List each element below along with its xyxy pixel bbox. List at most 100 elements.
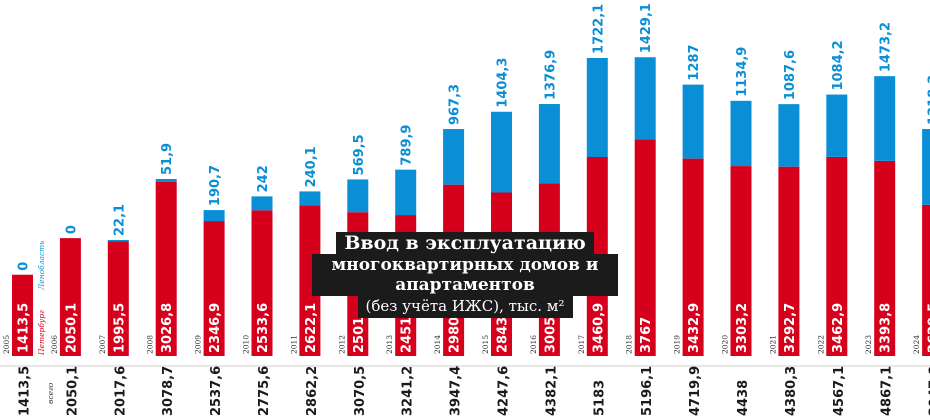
bar-lenoblast <box>730 100 752 167</box>
bar-lenoblast <box>922 129 930 205</box>
year-label: 2015 <box>481 335 490 354</box>
bar-label-petersburg: 3432,9 <box>687 303 702 353</box>
bar-petersburg <box>682 158 704 356</box>
bar-lenoblast <box>778 104 800 167</box>
total-label: 2775,6 <box>257 366 272 416</box>
year-label: 2011 <box>289 335 298 354</box>
bar-label-petersburg: 3462,9 <box>831 303 846 353</box>
bar-label-lenoblast: 1473,2 <box>879 22 894 72</box>
total-label: 2862,2 <box>305 366 320 416</box>
total-label: 4719,9 <box>688 366 703 416</box>
year-label: 2020 <box>721 335 730 354</box>
bar-label-lenoblast: 569,5 <box>352 134 367 175</box>
total-label: 4382,1 <box>544 366 559 416</box>
year-label: 2018 <box>625 335 634 354</box>
bar-lenoblast <box>538 104 560 184</box>
bar-label-lenoblast: 1318,3 <box>927 75 930 125</box>
bar-label-lenoblast: 1404,3 <box>496 58 511 108</box>
year-label: 2005 <box>2 335 11 354</box>
bar-label-lenoblast: 0 <box>17 262 32 271</box>
year-label: 2014 <box>433 335 442 354</box>
bar-petersburg <box>155 181 177 356</box>
bar-petersburg <box>59 238 81 356</box>
year-label: 2023 <box>864 335 873 354</box>
bar-lenoblast <box>682 84 704 159</box>
bar-lenoblast <box>491 111 512 193</box>
bar-lenoblast <box>443 129 465 185</box>
legend-petersburg: Петербург <box>37 310 46 356</box>
total-label: 5196,1 <box>640 366 655 416</box>
bar-label-lenoblast: 1429,1 <box>639 3 654 53</box>
total-label: 3241,2 <box>401 366 416 416</box>
bar-label-petersburg: 2050,1 <box>64 303 79 353</box>
year-label: 2007 <box>98 335 107 354</box>
bar-label-petersburg: 2622,1 <box>304 303 319 353</box>
legend-total: всего <box>46 382 55 404</box>
total-label: 2537,6 <box>209 366 224 416</box>
bar-label-lenoblast: 242 <box>256 165 271 192</box>
year-label: 2008 <box>146 335 155 354</box>
bar-lenoblast <box>155 178 177 182</box>
bar-lenoblast <box>251 196 273 211</box>
bar-petersburg <box>874 160 896 356</box>
year-label: 2012 <box>337 335 346 354</box>
total-label: 3078,7 <box>161 366 176 416</box>
bar-label-petersburg: 1413,5 <box>17 303 32 353</box>
bar-label-lenoblast: 0 <box>64 225 79 234</box>
bar-petersburg <box>251 210 273 356</box>
bar-label-lenoblast: 1722,1 <box>591 4 606 54</box>
year-label: 2022 <box>816 335 825 354</box>
bar-label-lenoblast: 789,9 <box>400 125 415 166</box>
bar-lenoblast <box>826 94 848 157</box>
bar-label-lenoblast: 1376,9 <box>543 50 558 100</box>
bar-lenoblast <box>203 210 225 222</box>
year-label: 2017 <box>577 335 586 354</box>
bar-petersburg <box>826 156 848 356</box>
bar-label-petersburg: 3460,9 <box>591 303 606 353</box>
bar-label-petersburg: 3026,8 <box>160 303 175 353</box>
total-label: 3070,5 <box>353 366 368 416</box>
year-label: 2024 <box>912 335 921 354</box>
bar-lenoblast <box>299 191 321 206</box>
bar-lenoblast <box>634 57 656 140</box>
chart-title-line-1: Ввод в эксплуатацию <box>336 232 594 254</box>
bar-petersburg <box>922 204 930 356</box>
year-label: 2006 <box>50 335 59 354</box>
bar-petersburg <box>634 139 656 356</box>
year-label: 2019 <box>673 335 682 354</box>
bar-lenoblast <box>347 179 369 213</box>
bar-label-petersburg: 2533,6 <box>256 303 271 353</box>
bar-label-lenoblast: 1287 <box>687 44 702 80</box>
total-label: 3947,4 <box>449 366 464 416</box>
bar-lenoblast <box>107 239 129 242</box>
legend-lenoblast: Ленобласть <box>37 241 46 291</box>
bar-label-lenoblast: 967,3 <box>448 84 463 125</box>
bar-lenoblast <box>874 76 896 161</box>
total-label: 3947,8 <box>928 366 930 416</box>
bar-petersburg <box>203 221 225 356</box>
bar-label-lenoblast: 22,1 <box>112 204 127 236</box>
bar-label-petersburg: 3393,8 <box>879 303 894 353</box>
total-label: 4247,6 <box>497 366 512 416</box>
bar-label-petersburg: 3292,7 <box>783 303 798 353</box>
total-label: 5183 <box>592 380 607 416</box>
total-label: 4380,3 <box>784 366 799 416</box>
bar-lenoblast <box>395 169 417 216</box>
total-label: 2017,6 <box>113 366 128 416</box>
bar-petersburg <box>299 205 321 356</box>
total-label: 2050,1 <box>65 366 80 416</box>
bar-label-petersburg: 1995,5 <box>112 303 127 353</box>
bar-label-lenoblast: 1084,2 <box>831 40 846 90</box>
bar-lenoblast <box>586 57 608 157</box>
chart-title-line-2: многоквартирных домов и апартаментов <box>312 254 618 296</box>
total-label: 4567,1 <box>832 366 847 416</box>
total-label: 1413,5 <box>18 366 33 416</box>
year-label: 2009 <box>194 335 203 354</box>
bar-label-petersburg: 3767 <box>639 317 654 353</box>
bar-label-petersburg: 2629,5 <box>927 303 930 353</box>
total-label: 4867,1 <box>880 366 895 416</box>
bar-label-lenoblast: 51,9 <box>160 143 175 175</box>
total-label: 4438 <box>736 380 751 416</box>
